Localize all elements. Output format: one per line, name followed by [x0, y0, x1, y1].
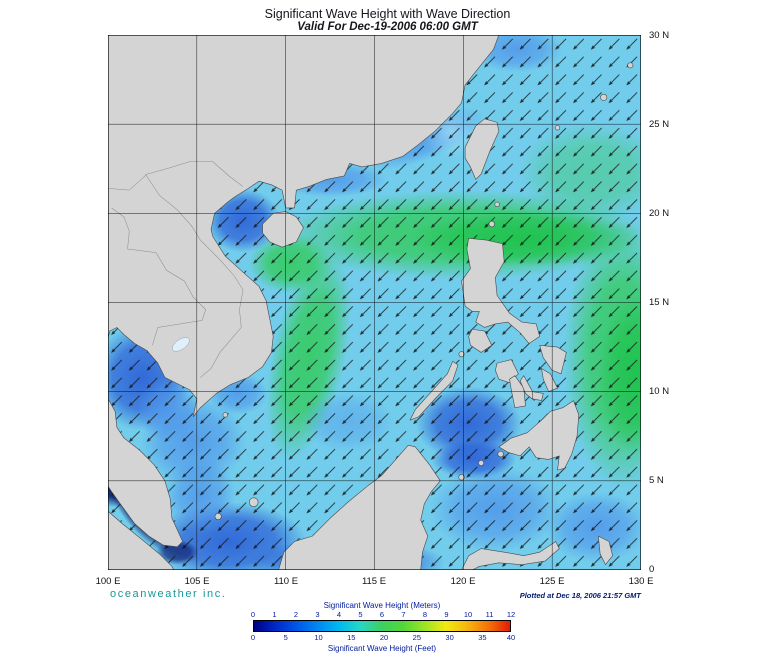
colorbar-meters-ticks: 0 1 2 3 4 5 6 7 8 9 10 11 12: [250, 610, 515, 620]
colorbar-feet-label: Significant Wave Height (Feet): [327, 644, 437, 653]
meters-tick: 7: [401, 610, 406, 619]
meters-tick: 2: [293, 610, 299, 619]
meters-tick: 10: [463, 610, 473, 619]
inland-borders: [108, 161, 244, 378]
landmass-borneo: [278, 444, 441, 570]
meters-tick: 6: [379, 610, 385, 619]
lon-label-115e: 115 E: [361, 576, 387, 587]
wave-height-map: [107, 34, 642, 571]
feet-tick: 30: [445, 633, 454, 642]
valid-time-subtitle: Valid For Dec-19-2006 06:00 GMT: [297, 21, 478, 33]
landmass-bohol: [532, 391, 544, 401]
lon-label-100e: 100 E: [95, 576, 121, 587]
feet-tick: 20: [379, 633, 389, 642]
meters-tick: 12: [506, 610, 516, 619]
page-title: Significant Wave Height with Wave Direct…: [264, 7, 511, 21]
meters-tick: 3: [315, 610, 320, 619]
landmass-halmahera: [598, 535, 613, 565]
feet-tick: 0: [250, 633, 256, 642]
small-island: [458, 351, 465, 358]
meters-tick: 0: [250, 610, 256, 619]
small-island: [488, 220, 495, 228]
lon-label-110e: 110 E: [273, 576, 299, 587]
lon-label-105e: 105 E: [184, 576, 210, 587]
small-island: [248, 497, 259, 508]
landmass-mindanao: [498, 400, 580, 471]
landmass-hainan: [262, 211, 304, 248]
lat-label-30n: 30 N: [649, 30, 670, 41]
meters-tick: 1: [272, 610, 277, 619]
lat-label-5n: 5 N: [649, 475, 664, 486]
meters-tick: 8: [422, 610, 428, 619]
landmass-taiwan: [464, 118, 500, 180]
small-island: [458, 474, 465, 481]
map-container: [107, 34, 642, 571]
lat-label-10n: 10 N: [649, 386, 670, 397]
lon-label-130e: 130 E: [628, 576, 654, 587]
meters-tick: 4: [336, 610, 342, 619]
lat-label-25n: 25 N: [649, 119, 670, 130]
feet-tick: 15: [347, 633, 356, 642]
small-island: [627, 62, 634, 69]
small-island: [222, 412, 228, 418]
landmass-leyte: [541, 368, 558, 392]
colorbar-meters-label: Significant Wave Height (Meters): [323, 601, 441, 610]
lat-label-0: 0: [649, 564, 655, 575]
landmass-palawan: [409, 361, 459, 421]
colorbar-legend: Significant Wave Height (Meters) 0 1 2 3…: [250, 601, 515, 653]
landmass-sulawesi: [461, 541, 560, 570]
landmass-malay-peninsula: [108, 398, 183, 548]
lon-label-125e: 125 E: [539, 576, 565, 587]
colorbar-feet-ticks: 0 5 10 15 20 25 30 35 40: [250, 632, 515, 643]
lake: [172, 337, 190, 352]
feet-tick: 25: [412, 633, 421, 642]
landmass-mindoro: [468, 328, 493, 353]
landmass-samar: [539, 344, 567, 375]
oceanweather-brand: oceanweather inc.: [110, 588, 227, 600]
feet-tick: 35: [478, 633, 487, 642]
meters-tick: 9: [444, 610, 449, 619]
land-layer: [108, 35, 634, 570]
small-island: [497, 450, 504, 458]
colorbar-gradient: [253, 620, 511, 632]
landmass-luzon: [461, 237, 541, 344]
lat-label-20n: 20 N: [649, 208, 670, 219]
small-island: [554, 125, 561, 131]
lon-label-120e: 120 E: [450, 576, 476, 587]
landmass-mainland-asia: [108, 35, 500, 417]
landmass-cebu: [519, 375, 535, 401]
lat-label-15n: 15 N: [649, 297, 670, 308]
small-island: [600, 93, 608, 101]
meters-tick: 11: [485, 610, 494, 619]
meters-tick: 5: [358, 610, 363, 619]
plotted-timestamp: Plotted at Dec 18, 2006 21:57 GMT: [519, 591, 641, 600]
landmass-sumatra: [108, 510, 175, 570]
grid-layer: [108, 35, 641, 570]
small-island: [214, 512, 222, 521]
small-island: [494, 201, 500, 208]
feet-tick: 40: [506, 633, 516, 642]
feet-tick: 10: [314, 633, 323, 642]
feet-tick: 5: [283, 633, 288, 642]
small-island: [478, 460, 485, 466]
